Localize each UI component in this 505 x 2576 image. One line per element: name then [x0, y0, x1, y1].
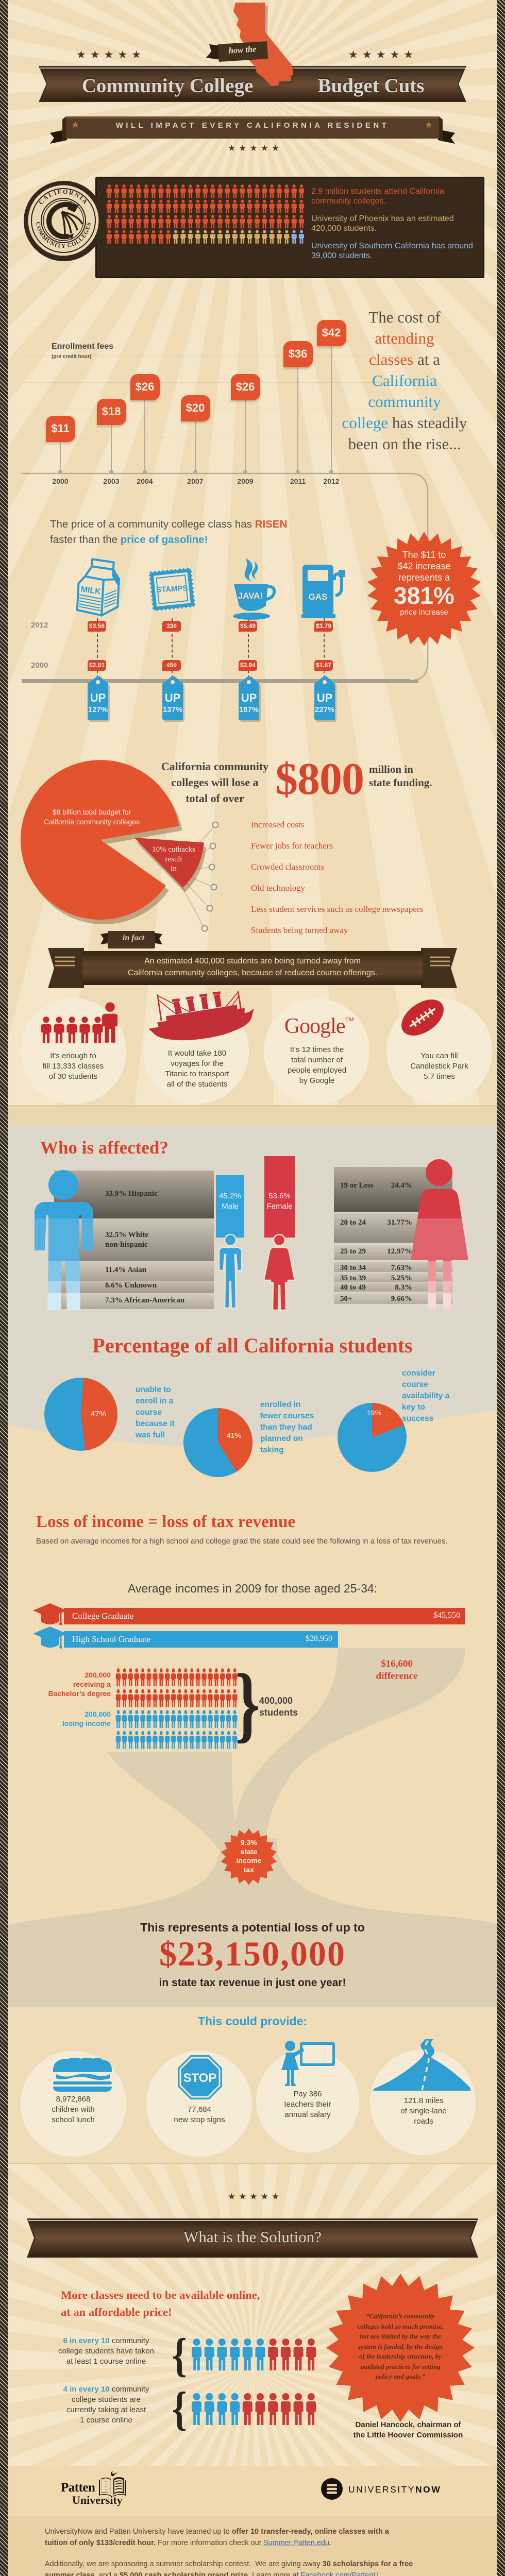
svg-text:227%: 227%: [315, 705, 334, 714]
svg-text:UP: UP: [317, 691, 333, 704]
svg-text:UP: UP: [241, 691, 257, 704]
svg-text:127%: 127%: [88, 705, 108, 714]
svg-text:UP: UP: [90, 691, 106, 704]
svg-text:STOP: STOP: [183, 2071, 217, 2085]
svg-text:UP: UP: [165, 691, 181, 704]
svg-text:137%: 137%: [163, 705, 182, 714]
svg-text:GAS: GAS: [309, 592, 328, 602]
svg-text:JAVA!: JAVA!: [238, 591, 263, 601]
svg-text:187%: 187%: [239, 705, 259, 714]
svg-text:STAMPS: STAMPS: [156, 584, 188, 594]
svg-text:MILK: MILK: [80, 585, 102, 596]
